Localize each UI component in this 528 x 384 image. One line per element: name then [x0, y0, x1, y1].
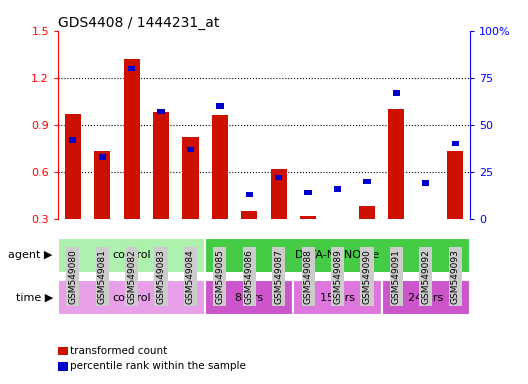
Text: GSM549085: GSM549085 — [215, 249, 224, 304]
Text: percentile rank within the sample: percentile rank within the sample — [70, 361, 246, 371]
Bar — [388, 109, 404, 219]
Text: GSM549089: GSM549089 — [333, 249, 342, 304]
Text: GSM549092: GSM549092 — [421, 249, 430, 304]
Bar — [294, 280, 382, 315]
Bar — [271, 169, 287, 219]
Text: time ▶: time ▶ — [15, 293, 53, 303]
Text: GSM549093: GSM549093 — [451, 249, 460, 304]
Bar — [447, 151, 463, 219]
Bar — [246, 192, 253, 197]
Text: GDS4408 / 1444231_at: GDS4408 / 1444231_at — [58, 16, 220, 30]
Text: 15 hrs: 15 hrs — [320, 293, 355, 303]
Text: GSM549080: GSM549080 — [68, 249, 77, 304]
Text: control: control — [112, 293, 151, 303]
Text: DETA-NONOate: DETA-NONOate — [295, 250, 380, 260]
Bar — [305, 190, 312, 195]
Bar — [128, 66, 135, 71]
Bar — [393, 90, 400, 96]
Bar — [212, 115, 228, 219]
Text: agent ▶: agent ▶ — [8, 250, 53, 260]
Text: GSM549091: GSM549091 — [392, 249, 401, 304]
Bar — [94, 151, 110, 219]
Bar — [124, 59, 140, 219]
Bar — [300, 216, 316, 219]
Text: 8 hrs: 8 hrs — [235, 293, 263, 303]
Bar — [422, 180, 429, 186]
Text: GSM549088: GSM549088 — [304, 249, 313, 304]
Bar — [275, 175, 282, 180]
Text: GSM549090: GSM549090 — [362, 249, 372, 304]
Text: GSM549082: GSM549082 — [127, 249, 136, 304]
Bar — [187, 147, 194, 152]
Text: GSM549086: GSM549086 — [245, 249, 254, 304]
Bar — [241, 211, 257, 219]
Text: 24 hrs: 24 hrs — [408, 293, 444, 303]
Text: control: control — [112, 250, 151, 260]
Bar — [58, 238, 205, 273]
Bar — [216, 103, 223, 109]
Bar — [363, 179, 371, 184]
Bar — [205, 280, 294, 315]
Bar — [359, 206, 375, 219]
Bar — [205, 238, 470, 273]
Bar — [451, 141, 459, 146]
Text: transformed count: transformed count — [70, 346, 167, 356]
Bar — [58, 280, 205, 315]
Bar — [418, 219, 434, 232]
Bar — [334, 186, 341, 192]
Text: GSM549081: GSM549081 — [98, 249, 107, 304]
Text: GSM549087: GSM549087 — [274, 249, 283, 304]
Bar — [65, 114, 81, 219]
Bar — [157, 109, 165, 114]
Bar — [69, 137, 77, 142]
Text: GSM549083: GSM549083 — [156, 249, 166, 304]
Bar — [153, 112, 169, 219]
Bar — [182, 137, 199, 219]
Text: GSM549084: GSM549084 — [186, 249, 195, 304]
Bar — [382, 280, 470, 315]
Bar — [99, 154, 106, 159]
